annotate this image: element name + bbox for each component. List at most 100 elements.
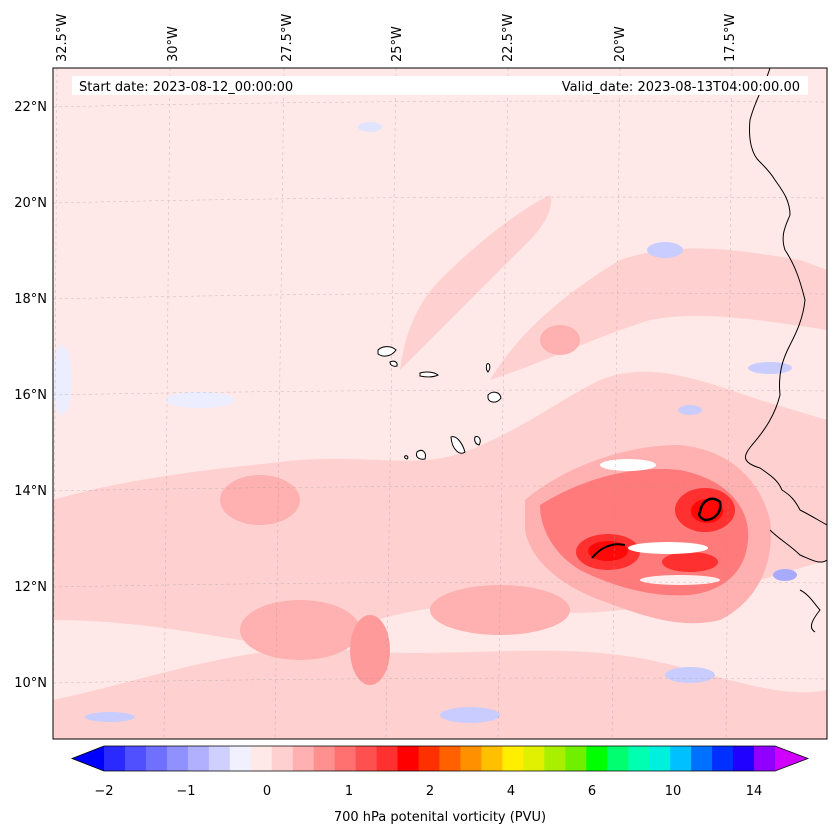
pv-negative-patch-west [165,392,235,408]
colorbar-segment [166,746,189,771]
island-santiago [450,436,466,454]
pv-patch-southwest [240,600,360,660]
lon-label-27-5w: 27.5°W [280,14,295,62]
map-panel [53,68,827,739]
colorbar-segment [649,746,671,771]
colorbar-segment [418,746,440,771]
disturbance-contour-west [591,543,626,559]
colorbar-segment [565,746,587,771]
island-sal [485,363,491,373]
pv-core-west-inner [588,541,628,561]
colorbar-segment [754,746,776,771]
lat-label-22n: 22°N [14,100,47,115]
colorbar-title: 700 hPa potenital vorticity (PVU) [334,810,546,825]
pv-negative-patch-westedge [53,345,72,415]
colorbar-segment [607,746,629,771]
colorbar-segment [397,746,420,771]
map-frame [52,67,828,740]
pv-negative-patch-southwest [85,712,135,722]
colorbar-segment [104,746,126,771]
colorbar-segment [712,746,734,771]
colorbar [70,745,810,772]
lon-label-32-5w: 32.5°W [55,14,70,62]
valid-date-label: Valid_date: 2023-08-13T04:00:00.00 [562,80,800,95]
island-brava [404,455,409,460]
header-box [72,76,808,95]
colorbar-segment [523,746,545,771]
colorbar-segment [460,746,482,771]
coastlines [591,68,827,633]
cb-tick-neg2: −2 [94,784,113,799]
lon-label-22-5w: 22.5°W [501,14,516,62]
colorbar-outline [70,745,810,772]
cb-tick-6: 6 [588,784,596,799]
lat-label-14n: 14°N [14,484,47,499]
colorbar-segment [544,746,566,771]
colorbar-segment [586,746,608,771]
lat-label-10n: 10°N [14,676,47,691]
cb-tick-0: 0 [263,784,271,799]
pv-negative-patch-edge [773,569,797,581]
colorbar-segment [187,746,210,771]
pv-patch-south [350,615,390,685]
colorbar-segment [145,746,168,771]
island-santo-antao [377,346,397,357]
colorbar-segment [481,746,503,771]
lat-label-20n: 20°N [14,196,47,211]
colorbar-segment [313,746,336,771]
colorbar-segment [691,746,713,771]
island-maio [474,436,481,446]
colorbar-extend-max [775,746,808,771]
colorbar-segment [124,746,147,771]
colorbar-segment [628,746,650,771]
coast-fragment-2 [799,589,821,633]
island-boa-vista [487,391,502,403]
cb-tick-2: 2 [426,784,434,799]
island-sao-vicente [389,360,398,367]
pv-contour-south-band [53,648,827,739]
africa-coastline [745,68,827,526]
colorbar-ticks: −2 −1 0 1 2 4 6 10 14 [94,784,762,799]
island-fogo [416,449,426,460]
colorbar-segment [250,746,273,771]
pv-white-streak-2 [640,575,720,585]
pv-negative-patch-northeast [647,242,683,258]
pv-white-streak-1 [628,542,708,554]
colorbar-segment [229,746,252,771]
cape-verde-islands [377,346,502,460]
lat-label-12n: 12°N [14,580,47,595]
colorbar-segment [376,746,399,771]
cb-tick-neg1: −1 [176,784,195,799]
latitude-labels: 22°N 20°N 18°N 16°N 14°N 12°N 10°N [14,100,47,691]
lon-label-30w: 30°W [166,26,181,62]
lon-label-17-5w: 17.5°W [723,14,738,62]
colorbar-segment [439,746,461,771]
cb-tick-1: 1 [345,784,353,799]
colorbar-segment [292,746,315,771]
pv-contour-arc-north [400,195,552,370]
pv-patch-north-small [540,325,580,355]
pv-negative-patch-south [440,707,500,723]
start-date-label: Start date: 2023-08-12_00:00:00 [79,80,293,95]
pv-negative-patch-coast [748,362,792,374]
longitude-labels: 32.5°W 30°W 27.5°W 25°W 22.5°W 20°W 17.5… [55,14,738,62]
lat-label-18n: 18°N [14,292,47,307]
island-sao-nicolau [419,371,439,378]
pv-negative-patch-north [358,122,382,132]
colorbar-segment [733,746,755,771]
disturbance-contour-east [697,497,722,522]
colorbar-extend-min [72,746,104,771]
colorbar-segment [334,746,357,771]
colorbar-segment [271,746,294,771]
pv-negative-patch-island [678,405,702,415]
pv-white-streak-3 [600,459,656,471]
lon-label-20w: 20°W [613,26,628,62]
colorbar-segment [355,746,378,771]
colorbar-segment [670,746,692,771]
coast-fragment [769,529,827,563]
pv-negative-patch-southeast [665,667,715,683]
gridlines [53,68,827,739]
cb-tick-14: 14 [746,784,763,799]
lon-label-25w: 25°W [390,26,405,62]
